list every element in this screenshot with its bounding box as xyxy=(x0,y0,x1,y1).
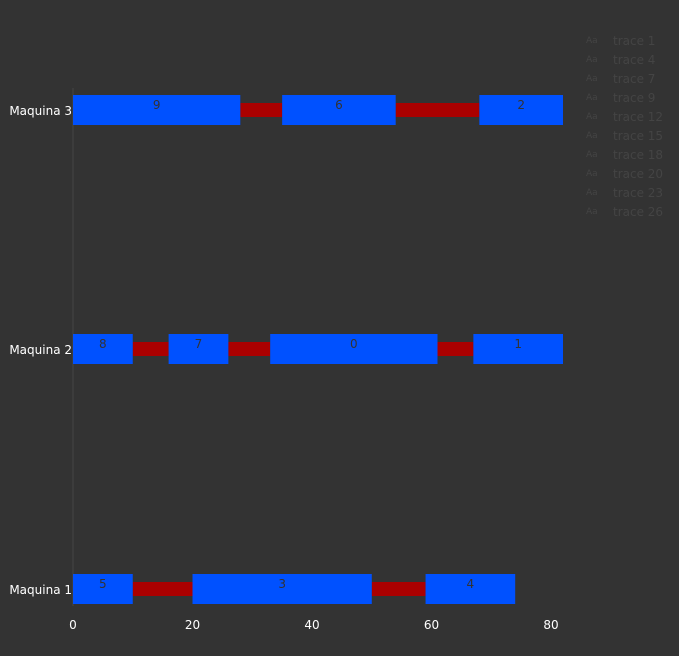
x-axis-ticks: 0 20 40 60 80 xyxy=(69,618,559,632)
legend-symbol: Aa xyxy=(586,111,598,122)
idle-gap-bar xyxy=(437,342,474,356)
job-bar[interactable] xyxy=(479,95,563,125)
job-bar[interactable] xyxy=(473,334,563,364)
legend-item[interactable]: Aa trace 26 xyxy=(586,202,663,221)
legend-symbol: Aa xyxy=(586,54,598,65)
legend-item[interactable]: Aa trace 23 xyxy=(586,183,663,202)
idle-gap-bar xyxy=(228,342,271,356)
legend-symbol: Aa xyxy=(586,206,598,217)
x-tick-label: 80 xyxy=(543,618,558,632)
job-bar[interactable] xyxy=(425,574,516,604)
job-label: 4 xyxy=(467,577,475,591)
idle-gap-bar xyxy=(371,582,426,596)
legend-label: trace 26 xyxy=(613,204,664,219)
y-tick-label: Maquina 1 xyxy=(9,583,72,597)
job-label: 0 xyxy=(350,337,358,351)
legend-symbol: Aa xyxy=(586,149,598,160)
job-bar[interactable] xyxy=(282,95,396,125)
x-tick-label: 0 xyxy=(69,618,77,632)
idle-gap-bar xyxy=(132,582,193,596)
legend-label: trace 1 xyxy=(613,33,656,48)
legend-label: trace 18 xyxy=(613,147,664,162)
job-bar[interactable] xyxy=(192,574,372,604)
x-tick-label: 60 xyxy=(424,618,439,632)
job-bar[interactable] xyxy=(73,334,133,364)
legend-item[interactable]: Aa trace 9 xyxy=(586,88,663,107)
legend-symbol: Aa xyxy=(586,73,598,84)
legend-label: trace 7 xyxy=(613,71,656,86)
job-label: 3 xyxy=(278,577,286,591)
legend-symbol: Aa xyxy=(586,35,598,46)
job-bar[interactable] xyxy=(73,574,133,604)
legend-label: trace 12 xyxy=(613,109,664,124)
legend-symbol: Aa xyxy=(586,187,598,198)
legend-label: trace 23 xyxy=(613,185,664,200)
legend-symbol: Aa xyxy=(586,168,598,179)
legend-item[interactable]: Aa trace 7 xyxy=(586,69,663,88)
legend-symbol: Aa xyxy=(586,130,598,141)
x-tick-label: 20 xyxy=(185,618,200,632)
legend-label: trace 15 xyxy=(613,128,664,143)
legend: Aa trace 1 Aa trace 4 Aa trace 7 Aa trace 9 Aa tr… xyxy=(586,31,663,221)
job-bar[interactable] xyxy=(168,334,229,364)
job-bar[interactable] xyxy=(73,95,241,125)
y-tick-label: Maquina 3 xyxy=(9,104,72,118)
idle-gap-bar xyxy=(240,103,283,117)
idle-gap-bar xyxy=(395,103,480,117)
job-bars: 9 6 2 8 7 0 1 5 3 4 xyxy=(73,95,563,604)
legend-item[interactable]: Aa trace 20 xyxy=(586,164,663,183)
legend-label: trace 20 xyxy=(613,166,664,181)
job-bar[interactable] xyxy=(270,334,438,364)
job-label: 8 xyxy=(99,337,107,351)
legend-symbol: Aa xyxy=(586,92,598,103)
idle-gaps xyxy=(132,103,480,596)
job-label: 5 xyxy=(99,577,107,591)
job-label: 2 xyxy=(517,98,525,112)
job-label: 6 xyxy=(335,98,343,112)
legend-item[interactable]: Aa trace 4 xyxy=(586,50,663,69)
job-label: 1 xyxy=(514,337,522,351)
legend-item[interactable]: Aa trace 1 xyxy=(586,31,663,50)
idle-gap-bar xyxy=(132,342,169,356)
job-label: 7 xyxy=(195,337,203,351)
legend-label: trace 4 xyxy=(613,52,656,67)
legend-label: trace 9 xyxy=(613,90,656,105)
legend-item[interactable]: Aa trace 18 xyxy=(586,145,663,164)
legend-item[interactable]: Aa trace 12 xyxy=(586,107,663,126)
job-label: 9 xyxy=(153,98,161,112)
x-tick-label: 40 xyxy=(304,618,319,632)
legend-item[interactable]: Aa trace 15 xyxy=(586,126,663,145)
y-axis-labels: Maquina 1 Maquina 2 Maquina 3 xyxy=(9,104,72,597)
y-tick-label: Maquina 2 xyxy=(9,343,72,357)
